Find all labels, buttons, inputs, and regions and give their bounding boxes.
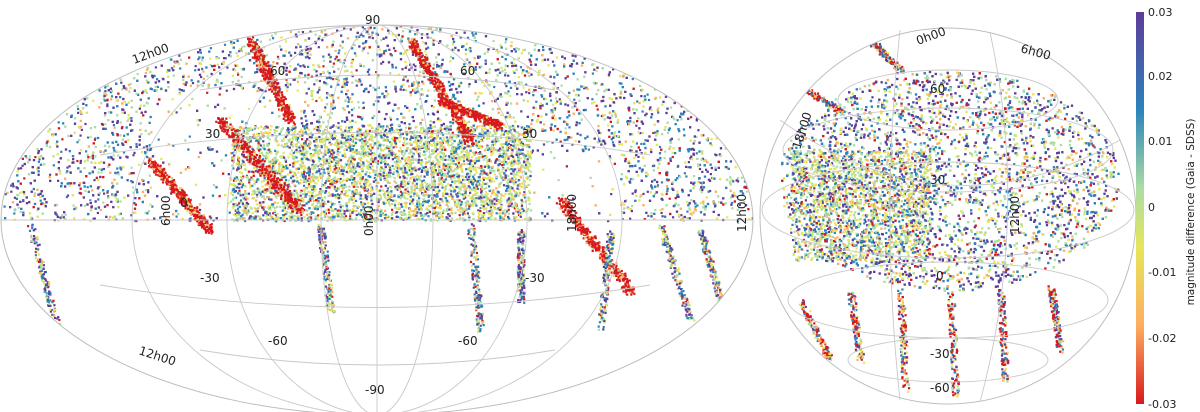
ra-label-12h-right: 12h00 xyxy=(735,194,749,232)
left-map-data-points xyxy=(3,25,753,342)
lat-label-minus60-right: -60 xyxy=(458,334,478,348)
right-lat-label-30: 30 xyxy=(930,173,945,187)
left-sky-map: 90 60 60 30 30 0 -30 -30 -60 -60 -90 12h… xyxy=(0,13,754,412)
lat-label-60-right: 60 xyxy=(460,64,475,78)
right-ra-label-18h: 18h00 xyxy=(790,110,815,151)
ra-label-12h-bottom: 12h00 xyxy=(137,344,178,369)
colorbar-tick-0.02: 0.02 xyxy=(1148,70,1173,83)
left-map-graticule xyxy=(0,24,754,412)
colorbar-tick-0.03: 0.03 xyxy=(1148,6,1173,19)
right-lat-label-0: 0 xyxy=(936,269,944,283)
colorbar-title: magnitude difference (Gaia - SDSS) xyxy=(1185,119,1197,306)
ra-label-12h-top: 12h00 xyxy=(130,41,171,67)
lat-label-minus30-right: -30 xyxy=(525,271,545,285)
right-lat-label-60: 60 xyxy=(930,82,945,96)
ra-label-0h: 0h00 xyxy=(362,205,376,236)
colorbar-tick-minus0.02: -0.02 xyxy=(1148,332,1176,345)
lat-label-30-left: 30 xyxy=(205,127,220,141)
colorbar-tick-0: 0 xyxy=(1148,201,1155,214)
lat-label-0: 0 xyxy=(180,196,188,210)
lat-label-minus90: -90 xyxy=(365,383,385,397)
colorbar: 0.03 0.02 0.01 0 -0.01 -0.02 -0.03 magni… xyxy=(1136,6,1197,411)
lat-label-90: 90 xyxy=(365,13,380,27)
ra-label-18h: 18h00 xyxy=(565,194,579,232)
lat-label-minus60-left: -60 xyxy=(268,334,288,348)
right-map-graticule xyxy=(759,27,1137,405)
colorbar-tick-0.01: 0.01 xyxy=(1148,135,1173,148)
right-ra-label-12h: 12h00 xyxy=(1008,196,1022,234)
right-sky-map: 60 30 0 -30 -60 0h00 6h00 18h00 12h00 xyxy=(759,24,1137,405)
right-map-data-points xyxy=(781,39,1120,398)
right-lat-label-minus30: -30 xyxy=(930,347,950,361)
lat-label-minus30-left: -30 xyxy=(200,271,220,285)
colorbar-tick-minus0.03: -0.03 xyxy=(1148,398,1176,411)
right-ra-label-6h: 6h00 xyxy=(1019,41,1052,62)
right-lat-label-minus60: -60 xyxy=(930,381,950,395)
lat-label-30-right: 30 xyxy=(522,127,537,141)
ra-label-6h: 6h00 xyxy=(159,195,173,226)
lat-label-60-left: 60 xyxy=(270,64,285,78)
right-ra-label-0h: 0h00 xyxy=(914,24,947,48)
colorbar-gradient xyxy=(1136,12,1144,404)
colorbar-tick-minus0.01: -0.01 xyxy=(1148,266,1176,279)
